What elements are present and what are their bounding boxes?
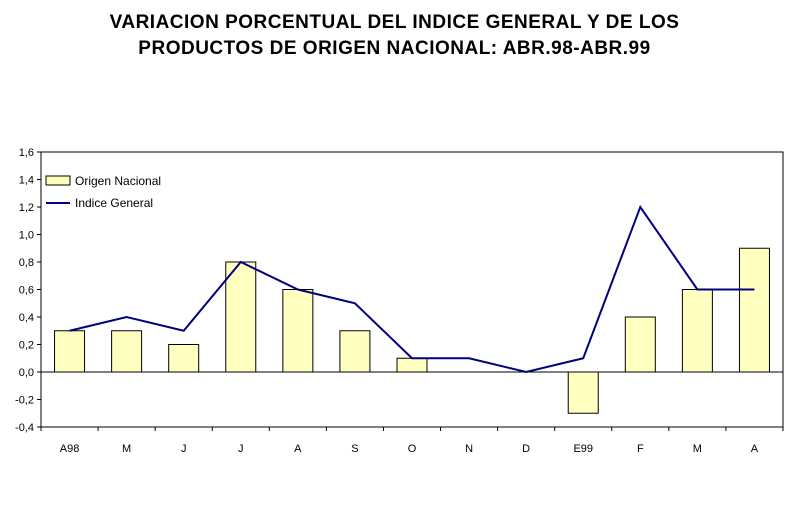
bar-origen-nacional (681, 289, 713, 373)
x-tick-label: M (693, 443, 702, 455)
y-tick-label: 1,6 (19, 147, 34, 159)
x-tick-label: N (465, 443, 473, 455)
chart-title-line-2: PRODUCTOS DE ORIGEN NACIONAL: ABR.98-ABR… (138, 38, 651, 59)
y-tick-label: 1,2 (19, 202, 34, 214)
legend-label-indice-general: Indice General (75, 196, 153, 210)
x-tick-label: J (238, 443, 244, 455)
legend-label-origen-nacional: Origen Nacional (75, 174, 161, 188)
bar-origen-nacional (54, 330, 86, 373)
line-indice-general (69, 204, 755, 374)
bar-origen-nacional (738, 247, 770, 373)
bar-origen-nacional (624, 316, 656, 373)
y-tick-label: 1,4 (19, 175, 34, 187)
bar-origen-nacional (396, 357, 428, 373)
y-tick-label: -0,4 (15, 422, 34, 434)
x-tick-label: A98 (60, 443, 80, 455)
legend-swatch-origen-nacional (45, 175, 71, 186)
line-group (69, 204, 755, 374)
x-tick-label: E99 (573, 443, 593, 455)
y-tick-label: 0,0 (19, 367, 34, 379)
bar-group (54, 247, 770, 414)
legend: Origen Nacional Indice General (45, 174, 171, 216)
y-tick-label: 1,0 (19, 230, 34, 242)
y-tick-label: 0,2 (19, 340, 34, 352)
chart-title-line-1: VARIACION PORCENTUAL DEL INDICE GENERAL … (109, 12, 680, 33)
chart-title: VARIACION PORCENTUAL DEL INDICE GENERAL … (0, 10, 789, 62)
y-tick-label: 0,6 (19, 285, 34, 297)
bar-origen-nacional (567, 371, 599, 414)
bar-origen-nacional (111, 330, 143, 373)
x-tick-label: F (637, 443, 644, 455)
x-tick-label: S (351, 443, 358, 455)
x-tick-label: D (522, 443, 530, 455)
y-tick-label: 0,8 (19, 257, 34, 269)
bar-origen-nacional (225, 261, 257, 373)
bar-origen-nacional (282, 289, 314, 373)
x-tick-label: A (751, 443, 759, 455)
x-tick-label: J (181, 443, 187, 455)
bar-origen-nacional (339, 330, 371, 373)
bar-origen-nacional (168, 344, 200, 373)
x-tick-label: A (294, 443, 302, 455)
x-tick-label: M (122, 443, 131, 455)
x-tick-label: O (408, 443, 417, 455)
y-tick-label: -0,2 (15, 395, 34, 407)
axes-group: -0,4 -0,2 0,0 0,2 0,4 0,6 0,8 1,0 1,2 1,4 1,6 A98 M J… (15, 147, 784, 455)
y-tick-label: 0,4 (19, 312, 34, 324)
